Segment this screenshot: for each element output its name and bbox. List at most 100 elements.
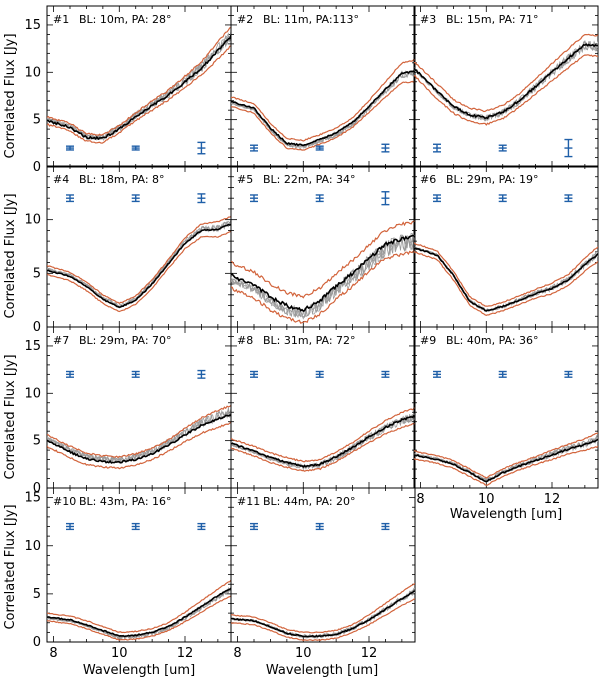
x-tick-label: 12 <box>544 492 561 507</box>
panel-baseline-info: BL: 29m, PA: 70° <box>79 334 172 347</box>
panel-frame <box>413 165 599 328</box>
panel-baseline-info: BL: 29m, PA: 19° <box>446 173 539 186</box>
panel-baseline-info: BL: 43m, PA: 16° <box>79 495 172 508</box>
envelope-upper-line <box>47 27 231 136</box>
envelope-upper-line <box>414 33 598 113</box>
panel-number: #2 <box>237 13 253 26</box>
mean-flux-line <box>47 587 231 638</box>
panel-number: #3 <box>420 13 436 26</box>
panel-5: #5 BL: 22m, PA: 34° <box>230 165 416 328</box>
panel-series <box>414 33 598 126</box>
envelope-lower-line <box>231 249 415 324</box>
ylabel-row-2: Correlated Flux [Jy] <box>3 193 18 318</box>
y-tick-label: 5 <box>33 113 41 128</box>
envelope-lower-line <box>231 422 415 472</box>
envelope-lower-line <box>47 421 231 470</box>
ylabel-row-1: Correlated Flux [Jy] <box>3 33 18 158</box>
x-tick-label: 10 <box>111 646 128 661</box>
panel-number: #9 <box>420 334 436 347</box>
panel-10: 0 5 10 15 8 10 12 #10 BL: 43m, PA: 16° <box>24 487 232 661</box>
y-tick-label: 15 <box>24 491 41 506</box>
individual-measurement-line <box>414 436 598 482</box>
envelope-upper-line <box>414 432 598 479</box>
individual-measurement-line <box>414 434 598 483</box>
individual-measurement-line <box>47 407 231 464</box>
panel-8: #8 BL: 31m, PA: 72° <box>230 326 416 489</box>
individual-measurement-line <box>231 588 415 639</box>
envelope-upper-line <box>47 216 231 305</box>
individual-measurement-line <box>231 234 415 319</box>
mean-flux-line <box>47 414 231 464</box>
panel-series <box>47 27 231 144</box>
y-tick-label: 5 <box>33 434 41 449</box>
panel-number: #7 <box>53 334 69 347</box>
panel-number: #8 <box>237 334 253 347</box>
panel-baseline-info: BL: 31m, PA: 72° <box>263 334 356 347</box>
envelope-upper-line <box>231 59 415 142</box>
mean-flux-line <box>231 414 415 468</box>
envelope-lower-line <box>414 54 598 126</box>
y-tick-label: 0 <box>33 320 41 335</box>
y-tick-label: 10 <box>24 539 41 554</box>
x-tick-label: 12 <box>177 646 194 661</box>
individual-measurement-line <box>231 71 415 149</box>
ylabel-row-4: Correlated Flux [Jy] <box>3 504 18 629</box>
x-tick-label: 10 <box>478 492 495 507</box>
individual-measurement-line <box>231 587 415 639</box>
y-tick-label: 10 <box>24 386 41 401</box>
individual-measurement-line <box>231 587 415 639</box>
panel-baseline-info: BL: 18m, PA: 8° <box>79 173 165 186</box>
panel-number: #5 <box>237 173 253 186</box>
y-tick-label: 10 <box>24 65 41 80</box>
individual-measurement-line <box>231 71 415 149</box>
y-tick-label: 5 <box>33 266 41 281</box>
panel-series <box>231 59 415 151</box>
envelope-upper-line <box>231 582 415 634</box>
mean-flux-line <box>231 70 415 147</box>
envelope-upper-line <box>231 407 415 463</box>
individual-measurement-line <box>231 587 415 639</box>
panel-baseline-info: BL: 40m, PA: 36° <box>446 334 539 347</box>
envelope-upper-line <box>414 242 598 307</box>
panel-baseline-info: BL: 22m, PA: 34° <box>263 173 356 186</box>
panel-series <box>231 407 415 472</box>
ylabel-row-3: Correlated Flux [Jy] <box>3 354 18 479</box>
panel-series <box>47 216 231 313</box>
panel-baseline-info: BL: 44m, PA: 20° <box>263 495 356 508</box>
panel-frame <box>413 5 599 168</box>
mean-flux-line <box>414 438 598 483</box>
panel-7: 0 5 10 15 #7 BL: 29m, PA: 70° <box>24 326 232 496</box>
individual-measurement-line <box>47 32 231 141</box>
envelope-upper-line <box>47 405 231 459</box>
panel-baseline-info: BL: 10m, PA: 28° <box>79 13 172 26</box>
envelope-upper-line <box>231 220 415 299</box>
panel-series <box>231 582 415 642</box>
envelope-lower-line <box>414 250 598 316</box>
envelope-lower-line <box>47 230 231 313</box>
panel-9: 8 10 12 #9 BL: 40m, PA: 36° <box>413 326 599 507</box>
envelope-lower-line <box>47 595 231 642</box>
mean-flux-line <box>47 34 231 141</box>
envelope-upper-line <box>47 579 231 634</box>
panel-number: #10 <box>53 495 76 508</box>
mean-flux-line <box>414 43 598 120</box>
y-tick-label: 0 <box>33 160 41 175</box>
individual-measurement-line <box>231 414 415 469</box>
panel-number: #4 <box>53 173 69 186</box>
y-tick-label: 0 <box>33 635 41 650</box>
panel-6: #6 BL: 29m, PA: 19° <box>413 165 599 328</box>
x-tick-label: 8 <box>416 492 424 507</box>
envelope-lower-line <box>47 45 231 144</box>
y-tick-label: 0 <box>33 481 41 496</box>
xlabel-col-1: Wavelength [um] <box>83 663 195 678</box>
panel-2: #2 BL: 11m, PA:113° <box>230 5 416 168</box>
x-tick-label: 8 <box>233 646 241 661</box>
x-tick-label: 12 <box>361 646 378 661</box>
envelope-lower-line <box>414 445 598 486</box>
panel-series <box>47 579 231 642</box>
xlabel-col-2: Wavelength [um] <box>266 663 378 678</box>
y-tick-label: 15 <box>24 339 41 354</box>
y-tick-label: 5 <box>33 587 41 602</box>
panel-series <box>47 405 231 470</box>
